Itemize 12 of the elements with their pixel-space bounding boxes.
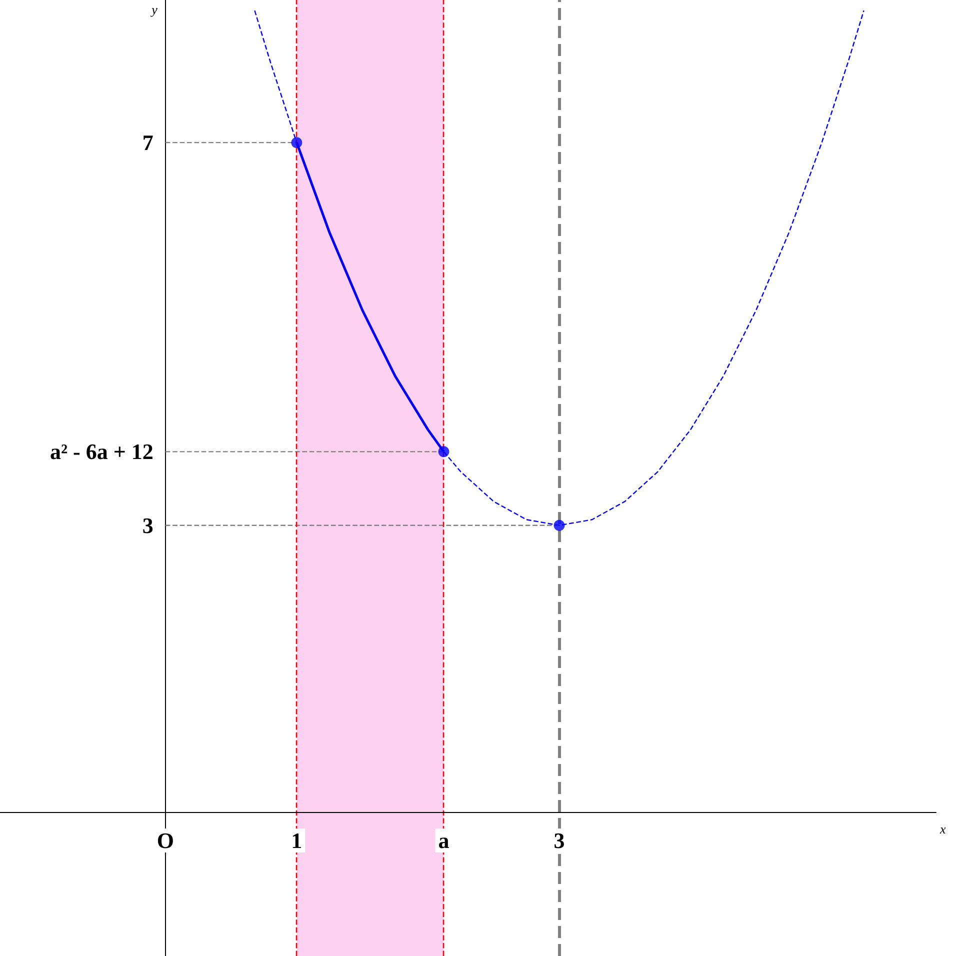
y-tick-label: 7 xyxy=(142,130,154,156)
y-axis-title: y xyxy=(150,2,158,17)
x-axis-title: x xyxy=(939,821,946,836)
x-tick-label: 1 xyxy=(291,828,302,853)
x-tick-label: 3 xyxy=(554,828,565,853)
point xyxy=(554,520,565,531)
y-tick-label: 3 xyxy=(142,512,154,538)
x-tick-label: a xyxy=(438,828,450,853)
point xyxy=(291,137,302,148)
x-tick-label: O xyxy=(156,828,174,853)
point xyxy=(438,446,450,458)
y-tick-label: a² - 6a + 12 xyxy=(50,439,154,464)
